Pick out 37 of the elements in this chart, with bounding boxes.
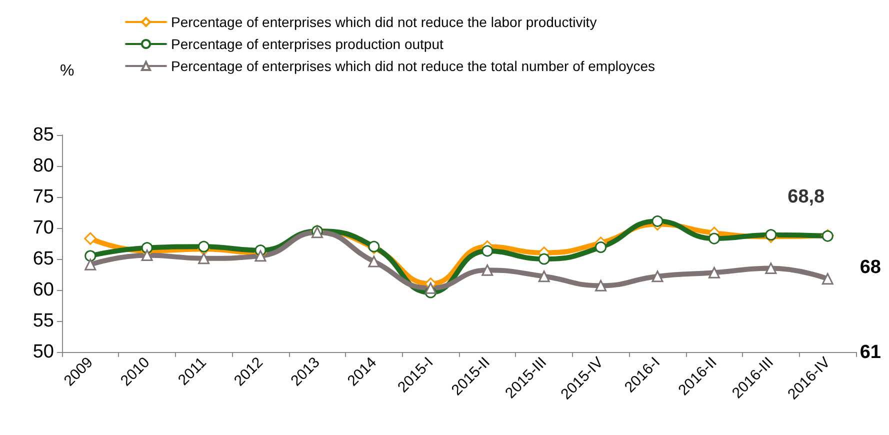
- point: [595, 241, 607, 253]
- point: [482, 264, 494, 276]
- point: [254, 250, 266, 262]
- point: [538, 253, 550, 265]
- point: [822, 273, 834, 285]
- y-tick-label: 80: [32, 156, 54, 176]
- point: [482, 245, 494, 257]
- point: [141, 250, 153, 262]
- point: [198, 240, 210, 252]
- point: [765, 229, 777, 241]
- point: [84, 250, 96, 262]
- y-tick-label: 75: [32, 186, 54, 208]
- point: [538, 270, 550, 282]
- legend-label: Percentage of enterprises which did not reduce the total number of employces: [171, 58, 656, 74]
- legend-label: Percentage of enterprises which did not reduce the labor productivity: [171, 14, 597, 30]
- annotation: 68,8: [788, 186, 825, 208]
- y-tick-label: 50: [32, 342, 54, 362]
- y-tick-label: 65: [32, 248, 54, 270]
- point: [708, 232, 720, 244]
- point: [198, 252, 210, 264]
- y-tick-label: 55: [32, 310, 54, 332]
- point: [708, 266, 720, 278]
- point: [84, 232, 97, 245]
- y-tick-label: 60: [32, 280, 54, 300]
- point: [424, 282, 436, 294]
- y-tick-label: 70: [32, 218, 54, 238]
- point: [84, 258, 96, 270]
- legend-label: Percentage of enterprises production output: [171, 36, 444, 52]
- text: 68: [860, 257, 882, 278]
- point: [765, 262, 777, 274]
- point: [595, 280, 607, 292]
- point: [652, 270, 664, 282]
- point: [652, 215, 664, 227]
- text: 61: [860, 342, 882, 363]
- y-tick-label: 85: [32, 124, 54, 146]
- point: [368, 256, 380, 268]
- y-axis-title: %: [60, 62, 74, 80]
